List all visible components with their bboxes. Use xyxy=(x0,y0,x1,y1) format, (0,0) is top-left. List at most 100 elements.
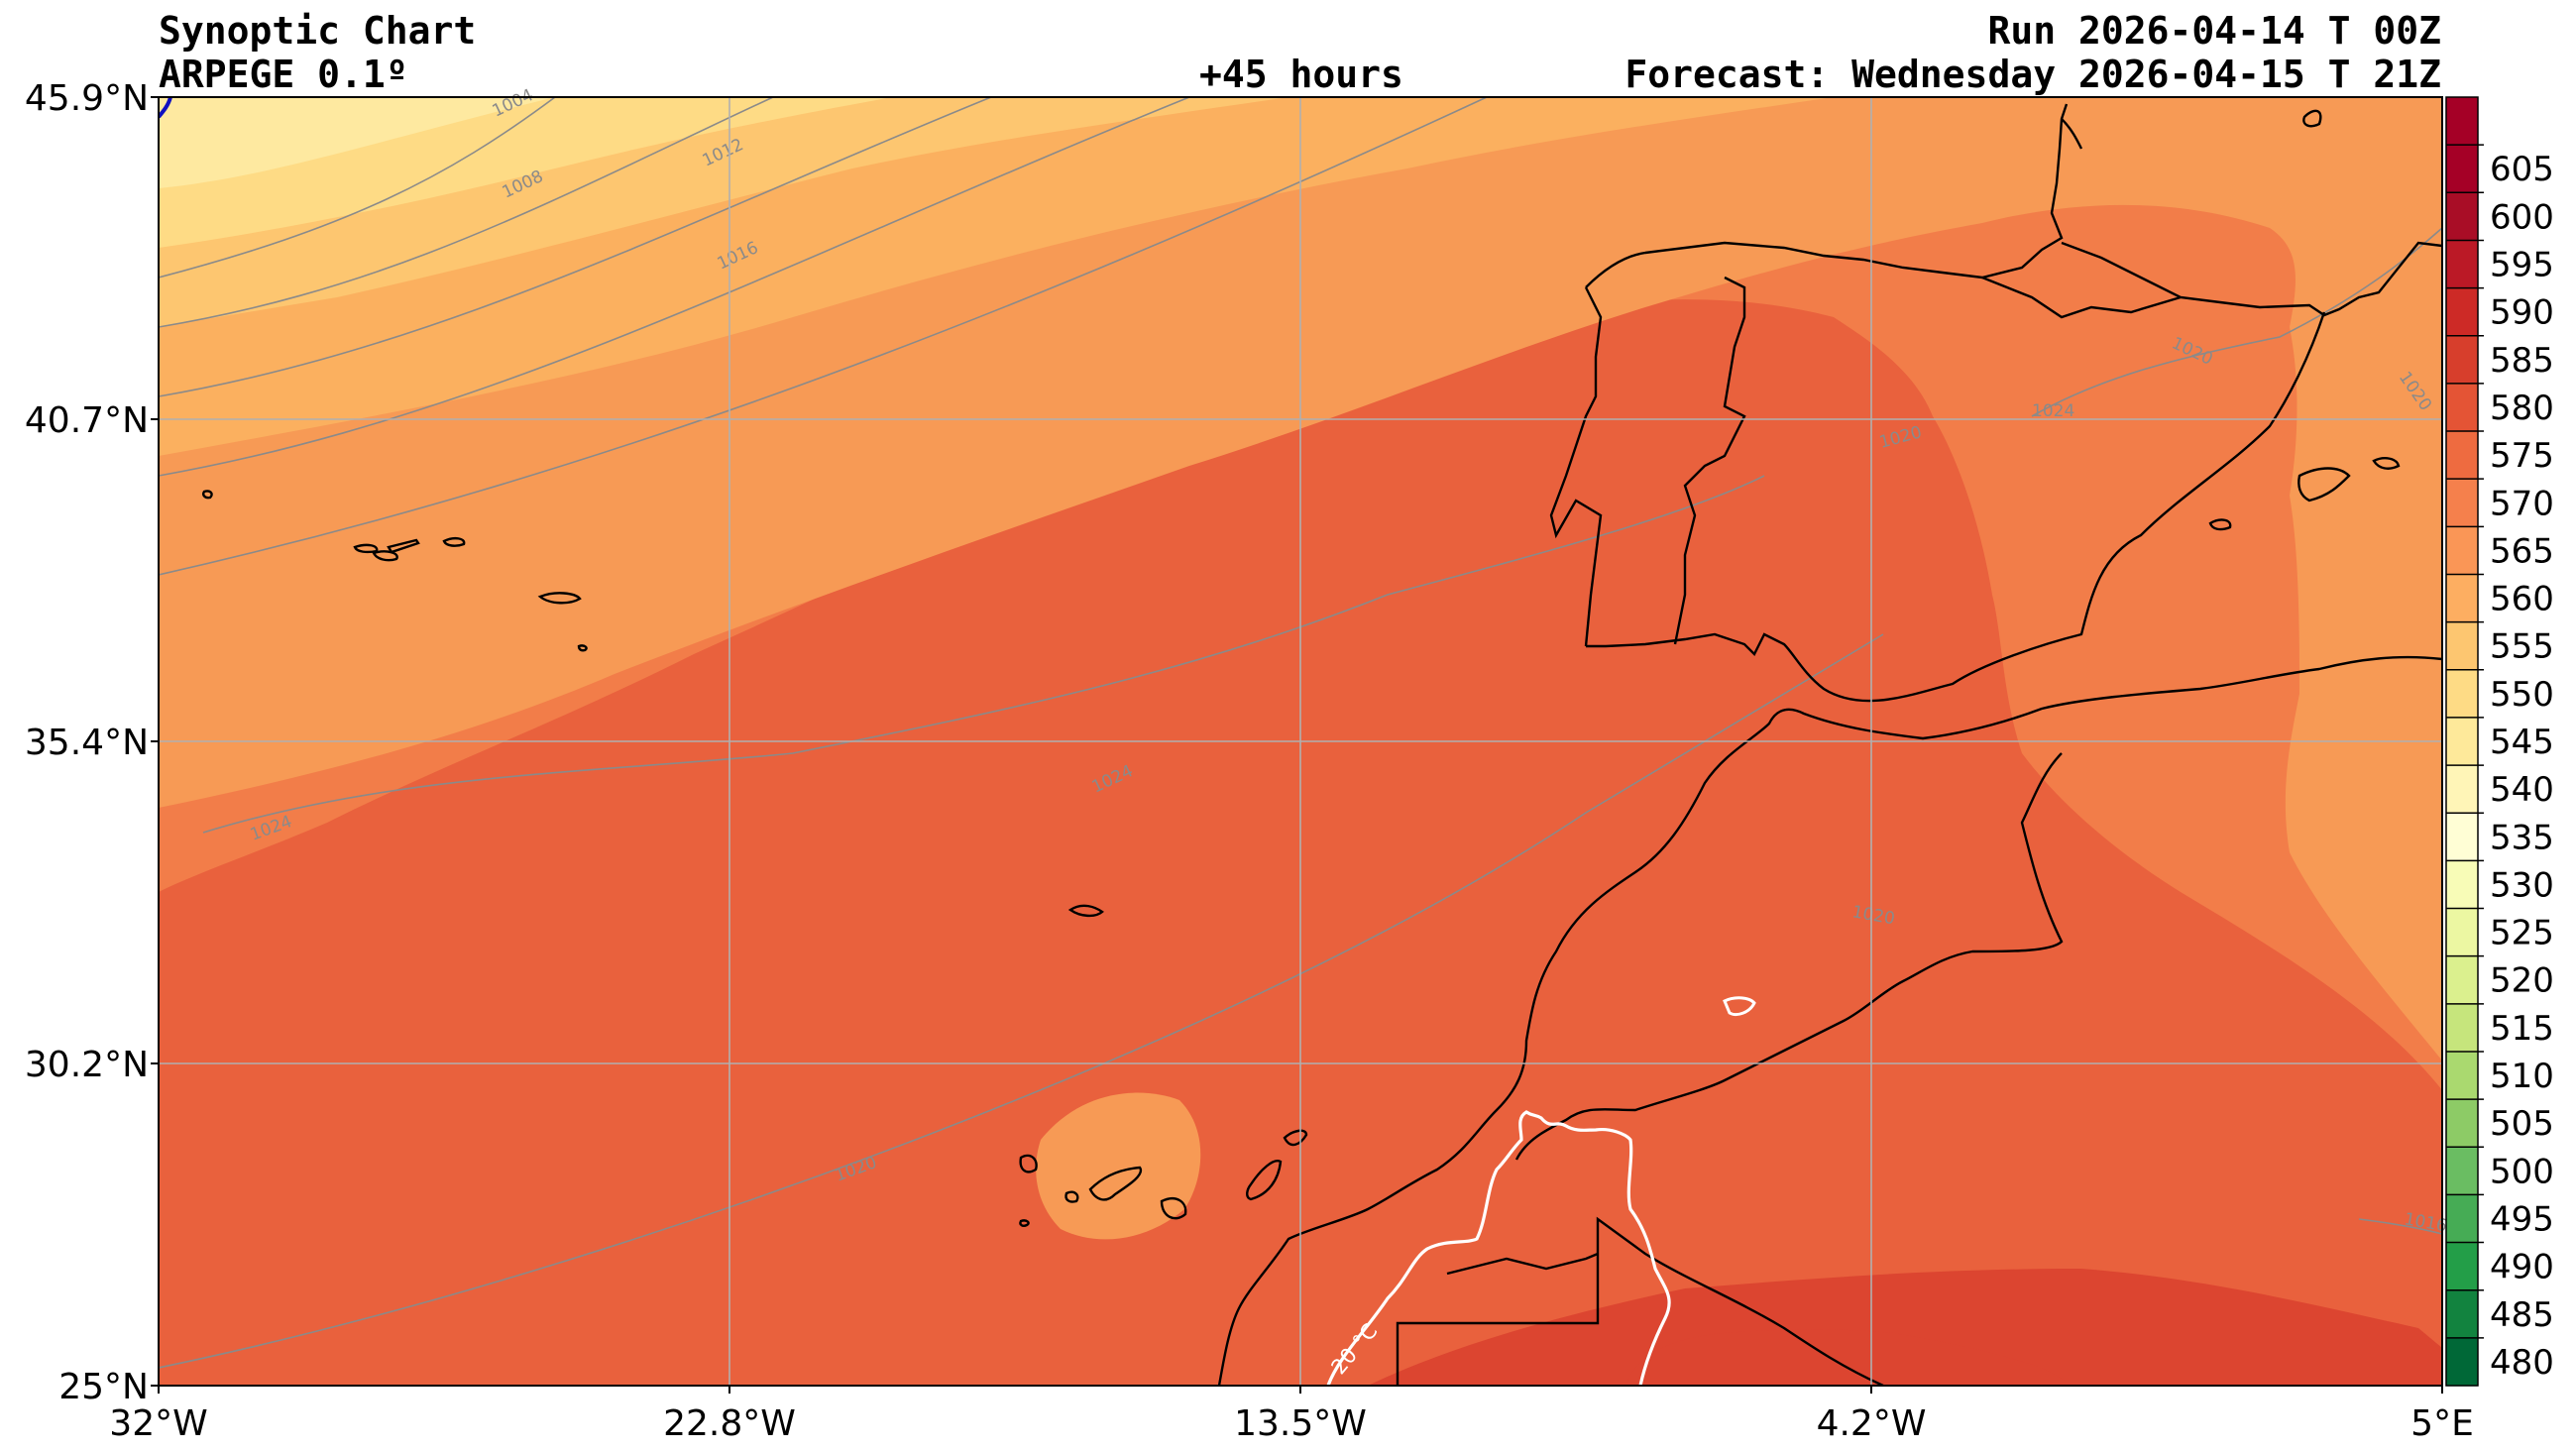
lead-time-label: +45 hours xyxy=(1199,53,1403,96)
colorbar-swatch xyxy=(2446,1147,2478,1196)
colorbar-label: 565 xyxy=(2490,531,2554,571)
island xyxy=(2061,118,2083,150)
colorbar-label: 600 xyxy=(2490,197,2554,237)
colorbar-swatch xyxy=(2446,145,2478,193)
coastlines xyxy=(202,103,2442,1386)
colorbar-label: 500 xyxy=(2490,1152,2554,1191)
colorbar-swatch xyxy=(2446,287,2478,337)
colorbar-swatch xyxy=(2446,97,2478,146)
colorbar-swatch xyxy=(2446,1337,2478,1387)
colorbar-label: 570 xyxy=(2490,484,2554,523)
colorbar-label: 520 xyxy=(2490,961,2554,1001)
lat-label: 35.4°N xyxy=(25,723,149,763)
island xyxy=(2372,457,2401,470)
colorbar-swatch xyxy=(2446,813,2478,861)
isotherm-20c-closed xyxy=(1723,996,1756,1017)
colorbar-label: 510 xyxy=(2490,1057,2554,1096)
colorbar-label: 525 xyxy=(2490,914,2554,953)
colorbar-swatch xyxy=(2446,860,2478,910)
colorbar-label: 605 xyxy=(2490,150,2554,189)
lon-label: 22.8°W xyxy=(663,1403,796,1444)
island xyxy=(1067,904,1104,918)
colorbar-label: 485 xyxy=(2490,1295,2554,1335)
island xyxy=(1019,1219,1030,1227)
colorbar-swatch xyxy=(2446,621,2478,671)
colorbar-swatch xyxy=(2446,955,2478,1005)
isobar-label: 1024 xyxy=(2032,401,2074,421)
colorbar-label: 585 xyxy=(2490,341,2554,381)
low-pressure-front xyxy=(159,97,172,119)
colorbar-swatch xyxy=(2446,574,2478,623)
border xyxy=(1446,1252,1599,1276)
colorbar-frame xyxy=(2445,96,2479,1387)
island xyxy=(1088,1166,1143,1201)
colorbar: 480 485 490 495 500 505 510 515 520 525 530 535 540 5… xyxy=(2445,96,2554,1387)
colorbar-swatch xyxy=(2446,383,2478,432)
lon-label: 32°W xyxy=(109,1403,207,1444)
border xyxy=(1673,276,1746,645)
colorbar-swatch xyxy=(2446,1194,2478,1244)
colorbar-label: 530 xyxy=(2490,865,2554,905)
colorbar-label: 515 xyxy=(2490,1009,2554,1049)
isotherm-20c xyxy=(1326,1110,1671,1386)
island xyxy=(2208,518,2232,531)
lat-label: 30.2°N xyxy=(25,1045,149,1085)
island xyxy=(202,490,213,500)
island xyxy=(387,538,420,554)
colorbar-label: 535 xyxy=(2490,818,2554,857)
island xyxy=(372,550,398,562)
coastline xyxy=(1217,655,2442,1386)
colorbar-swatch xyxy=(2446,479,2478,527)
lat-label: 45.9°N xyxy=(25,78,149,119)
colorbar-label: 560 xyxy=(2490,580,2554,619)
coastline xyxy=(1514,752,2064,1161)
field-band-555 xyxy=(159,97,555,188)
isobars xyxy=(159,97,2442,1369)
forecast-label: Forecast: Wednesday 2026-04-15 T 21Z xyxy=(1624,53,2441,96)
coastline xyxy=(1585,103,2069,288)
chart-title: Synoptic Chart xyxy=(159,9,477,53)
graticule xyxy=(159,97,2442,1386)
colorbar-label: 545 xyxy=(2490,723,2554,762)
colorbar-label: 590 xyxy=(2490,293,2554,333)
field-band-575-canaries xyxy=(1036,1092,1201,1240)
isobar-line xyxy=(202,475,1765,834)
island xyxy=(537,592,582,605)
isobar-line xyxy=(159,97,774,328)
colorbar-swatch xyxy=(2446,1099,2478,1148)
colorbar-swatch xyxy=(2446,765,2478,814)
border xyxy=(1396,1216,1884,1386)
coastline xyxy=(1549,286,1603,647)
lon-label: 5°E xyxy=(2410,1403,2474,1444)
colorbar-swatch xyxy=(2446,908,2478,957)
colorbar-swatch xyxy=(2446,431,2478,480)
colorbar-swatch xyxy=(2446,717,2478,766)
isobar-line xyxy=(2358,1218,2442,1235)
colorbar-label: 540 xyxy=(2490,770,2554,810)
isobar-line xyxy=(159,633,1884,1369)
lon-label: 13.5°W xyxy=(1234,1403,1367,1444)
isobar-line xyxy=(159,97,992,397)
colorbar-swatch xyxy=(2446,1242,2478,1291)
isobar-line xyxy=(159,97,1190,477)
island xyxy=(577,644,588,652)
island xyxy=(1064,1190,1079,1203)
colorbar-label: 580 xyxy=(2490,389,2554,428)
axis-ticks xyxy=(151,96,2443,1394)
run-label: Run 2026-04-14 T 00Z xyxy=(1987,9,2441,53)
coastline xyxy=(2061,241,2442,317)
island xyxy=(1019,1154,1038,1173)
colorbar-swatch xyxy=(2446,669,2478,719)
isobar-line xyxy=(159,97,1488,576)
isobar-line xyxy=(159,97,556,279)
colorbar-label: 480 xyxy=(2490,1343,2554,1383)
colorbar-swatch xyxy=(2446,240,2478,289)
island xyxy=(1160,1197,1187,1220)
colorbar-swatch xyxy=(2446,1003,2478,1053)
lat-label: 25°N xyxy=(58,1367,149,1407)
colorbar-label: 595 xyxy=(2490,246,2554,285)
colorbar-swatch xyxy=(2446,192,2478,242)
colorbar-label: 550 xyxy=(2490,675,2554,715)
colorbar-swatch xyxy=(2446,335,2478,385)
